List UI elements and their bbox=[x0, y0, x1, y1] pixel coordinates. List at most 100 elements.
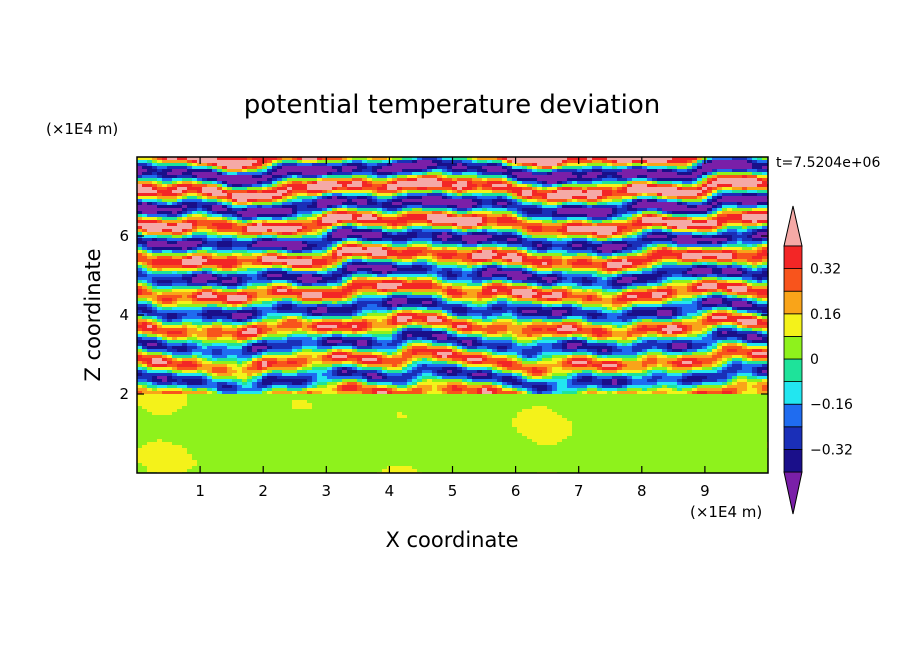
field-cell bbox=[412, 262, 418, 266]
field-cell bbox=[257, 163, 263, 167]
field-cell bbox=[187, 184, 193, 188]
field-cell bbox=[152, 226, 158, 230]
field-cell bbox=[447, 190, 453, 194]
field-cell bbox=[517, 160, 523, 164]
field-cell bbox=[427, 265, 433, 269]
field-cell bbox=[202, 205, 208, 209]
field-cell bbox=[467, 208, 473, 212]
field-cell bbox=[582, 265, 588, 269]
field-cell bbox=[747, 202, 753, 206]
field-cell bbox=[632, 175, 638, 179]
field-cell bbox=[722, 178, 728, 182]
field-cell bbox=[402, 223, 408, 227]
field-cell bbox=[367, 265, 373, 269]
field-cell bbox=[407, 229, 413, 233]
field-cell bbox=[412, 211, 418, 215]
field-cell bbox=[197, 211, 203, 215]
field-cell bbox=[647, 208, 653, 212]
field-cell bbox=[382, 223, 388, 227]
field-cell bbox=[137, 271, 143, 275]
field-cell bbox=[702, 199, 708, 203]
field-cell bbox=[317, 196, 323, 200]
field-cell bbox=[307, 202, 313, 206]
field-cell bbox=[147, 265, 153, 269]
field-cell bbox=[692, 181, 698, 185]
field-cell bbox=[552, 187, 558, 191]
field-cell bbox=[237, 175, 243, 179]
field-cell bbox=[667, 163, 673, 167]
field-cell bbox=[582, 253, 588, 257]
field-cell bbox=[537, 160, 543, 164]
field-cell bbox=[482, 235, 488, 239]
field-cell bbox=[637, 262, 643, 266]
field-cell bbox=[382, 259, 388, 263]
field-cell bbox=[262, 250, 268, 254]
field-cell bbox=[542, 172, 548, 176]
field-cell bbox=[232, 247, 238, 251]
field-cell bbox=[437, 190, 443, 194]
field-cell bbox=[212, 223, 218, 227]
field-cell bbox=[707, 241, 713, 245]
field-cell bbox=[307, 220, 313, 224]
field-cell bbox=[482, 166, 488, 170]
field-cell bbox=[647, 226, 653, 230]
field-cell bbox=[417, 157, 423, 161]
field-cell bbox=[742, 256, 748, 260]
field-cell bbox=[267, 247, 273, 251]
field-cell bbox=[717, 184, 723, 188]
field-cell bbox=[397, 172, 403, 176]
field-cell bbox=[752, 238, 758, 242]
field-cell bbox=[337, 247, 343, 251]
field-cell bbox=[662, 205, 668, 209]
field-cell bbox=[362, 190, 368, 194]
field-cell bbox=[452, 208, 458, 212]
field-cell bbox=[302, 190, 308, 194]
field-cell bbox=[242, 250, 248, 254]
field-cell bbox=[327, 169, 333, 173]
field-cell bbox=[222, 205, 228, 209]
field-cell bbox=[437, 169, 443, 173]
field-cell bbox=[232, 274, 238, 278]
field-cell bbox=[457, 250, 463, 254]
field-cell bbox=[402, 196, 408, 200]
field-cell bbox=[502, 253, 508, 257]
field-cell bbox=[707, 169, 713, 173]
field-cell bbox=[302, 166, 308, 170]
field-cell bbox=[187, 169, 193, 173]
field-cell bbox=[762, 214, 768, 218]
field-cell bbox=[457, 247, 463, 251]
field-cell bbox=[332, 187, 338, 191]
field-cell bbox=[592, 208, 598, 212]
field-cell bbox=[157, 235, 163, 239]
field-cell bbox=[647, 262, 653, 266]
field-cell bbox=[477, 271, 483, 275]
field-cell bbox=[352, 268, 358, 272]
field-cell bbox=[267, 166, 273, 170]
field-cell bbox=[192, 172, 198, 176]
field-cell bbox=[297, 208, 303, 212]
field-cell bbox=[752, 223, 758, 227]
field-cell bbox=[687, 172, 693, 176]
field-cell bbox=[142, 274, 148, 278]
field-cell bbox=[537, 175, 543, 179]
field-cell bbox=[652, 199, 658, 203]
field-cell bbox=[342, 235, 348, 239]
field-cell bbox=[322, 241, 328, 245]
field-cell bbox=[552, 205, 558, 209]
field-cell bbox=[607, 214, 613, 218]
field-cell bbox=[442, 202, 448, 206]
field-cell bbox=[657, 187, 663, 191]
field-cell bbox=[527, 220, 533, 224]
field-cell bbox=[337, 181, 343, 185]
field-cell bbox=[397, 178, 403, 182]
field-cell bbox=[282, 253, 288, 257]
field-cell bbox=[687, 262, 693, 266]
field-cell bbox=[582, 268, 588, 272]
field-cell bbox=[742, 202, 748, 206]
field-cell bbox=[252, 184, 258, 188]
field-cell bbox=[672, 163, 678, 167]
field-cell bbox=[322, 184, 328, 188]
field-cell bbox=[152, 208, 158, 212]
field-cell bbox=[212, 181, 218, 185]
field-cell bbox=[257, 214, 263, 218]
